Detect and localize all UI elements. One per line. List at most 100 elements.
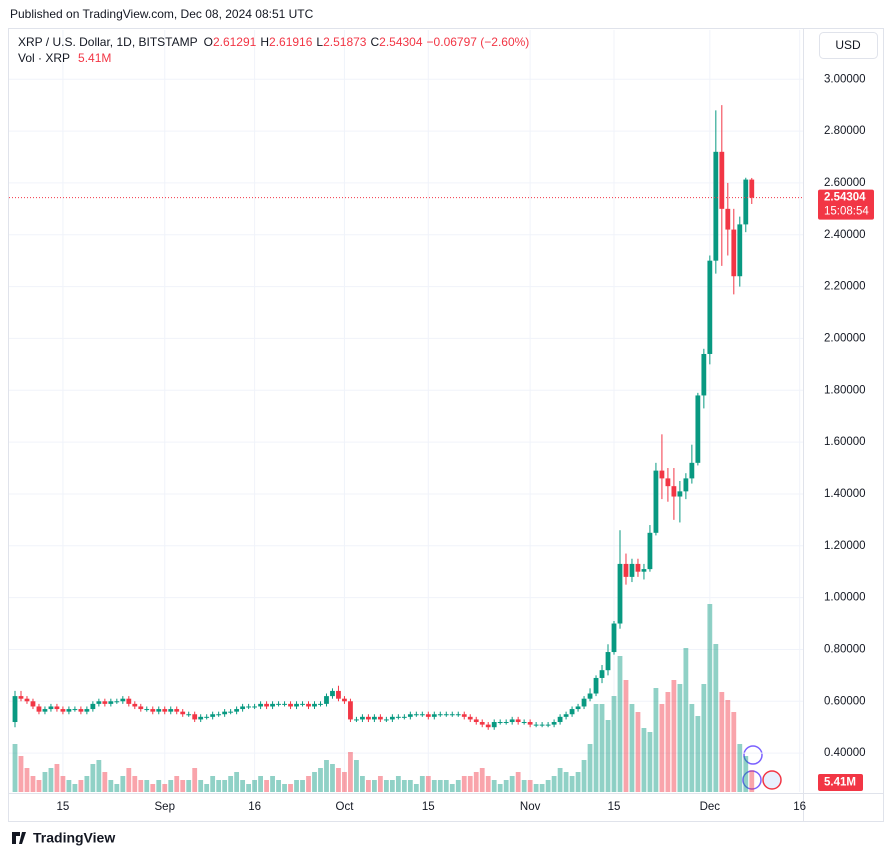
candle-body xyxy=(527,722,533,725)
candle-body xyxy=(150,709,156,712)
volume-bar xyxy=(599,704,605,792)
volume-bar xyxy=(324,760,329,792)
volume-bar xyxy=(527,780,533,792)
candle-body xyxy=(389,716,395,720)
candle-body xyxy=(366,716,371,720)
candle-body xyxy=(593,677,599,694)
candle-body xyxy=(461,714,467,717)
volume-bar xyxy=(114,784,120,792)
x-tick-label: 15 xyxy=(422,801,435,813)
volume-bar xyxy=(54,764,60,792)
volume-bar xyxy=(419,776,425,792)
candle-body xyxy=(623,563,629,577)
volume-bar xyxy=(228,776,234,792)
candle-body xyxy=(617,563,623,624)
y-tick-label: 1.40000 xyxy=(824,488,866,500)
candle-body xyxy=(180,711,186,715)
candle-body xyxy=(102,701,108,704)
candle-body xyxy=(42,709,48,712)
volume-bar xyxy=(611,696,617,792)
volume-bar xyxy=(743,756,749,792)
x-tick-label: 16 xyxy=(248,801,261,813)
published-note: Published on TradingView.com, Dec 08, 20… xyxy=(10,7,314,21)
price-label: 2.54304 xyxy=(824,192,866,204)
candle-body xyxy=(515,719,521,723)
candle-body xyxy=(246,706,252,708)
volume-bar xyxy=(342,772,347,792)
x-tick-label: Nov xyxy=(520,801,541,813)
volume-bar xyxy=(623,680,629,792)
candle-body xyxy=(749,179,755,198)
candle-body xyxy=(204,716,210,718)
volume-bar xyxy=(330,764,335,792)
candle-body xyxy=(641,569,647,572)
candle-body xyxy=(395,716,401,718)
currency-label[interactable]: USD xyxy=(835,38,861,52)
candle-body xyxy=(222,711,228,715)
volume-bar xyxy=(36,780,42,792)
candle-body xyxy=(521,722,527,724)
event-icon[interactable] xyxy=(743,745,763,765)
candle-body xyxy=(306,703,311,707)
y-tick-label: 1.60000 xyxy=(824,436,866,448)
candle-body xyxy=(725,208,731,230)
volume-bar xyxy=(60,776,66,792)
volume-bar xyxy=(132,776,138,792)
volume-axis-label: 5.41M xyxy=(824,777,856,789)
volume-bar xyxy=(144,780,150,792)
candle-body xyxy=(485,724,491,728)
y-tick-label: 2.40000 xyxy=(824,229,866,241)
ohlc-label: O xyxy=(204,35,213,49)
volume-bar xyxy=(312,772,317,792)
volume-bar xyxy=(48,768,54,792)
candle-body xyxy=(695,395,701,463)
candle-body xyxy=(713,151,719,261)
candle-body xyxy=(264,703,269,707)
x-tick-label: Sep xyxy=(155,801,175,813)
candle-body xyxy=(276,703,281,705)
candle-body xyxy=(36,706,42,712)
volume-bar xyxy=(150,784,156,792)
volume-bar xyxy=(515,772,521,792)
y-tick-label: 1.20000 xyxy=(824,540,866,552)
candle-body xyxy=(54,706,60,710)
candle-body xyxy=(114,701,120,703)
volume-bar xyxy=(707,604,713,792)
candle-body xyxy=(330,690,335,697)
plot xyxy=(9,30,803,792)
volume-bar xyxy=(677,684,683,792)
volume-bar xyxy=(557,768,563,792)
volume-bar xyxy=(72,784,78,792)
candle-body xyxy=(497,722,503,724)
volume-bar xyxy=(276,780,281,792)
volume-bar xyxy=(473,772,479,792)
candle-body xyxy=(354,719,359,721)
y-tick-label: 1.80000 xyxy=(824,384,866,396)
volume-bar xyxy=(593,704,599,792)
volume-bar xyxy=(605,720,611,792)
ohlc-value: 2.51873 xyxy=(323,35,367,49)
currency-button[interactable] xyxy=(819,32,878,59)
volume-bar xyxy=(653,688,659,792)
volume-bar xyxy=(246,784,252,792)
candle-body xyxy=(383,719,389,721)
x-tick-label: Oct xyxy=(336,801,355,813)
volume-bar xyxy=(366,780,371,792)
candle-body xyxy=(342,698,347,702)
legend-title: XRP / U.S. Dollar, 1D, BITSTAMP xyxy=(18,35,198,49)
candle-body xyxy=(156,709,162,712)
volume-bar xyxy=(174,776,180,792)
x-tick-label: 15 xyxy=(608,801,621,813)
volume-bar xyxy=(719,692,725,792)
volume-bar xyxy=(455,780,461,792)
candle-body xyxy=(671,486,677,497)
volume-bar xyxy=(42,772,48,792)
volume-bar xyxy=(725,700,731,792)
volume-bar xyxy=(389,780,395,792)
candle-body xyxy=(192,714,198,720)
volume-bar xyxy=(647,732,653,792)
candle-body xyxy=(467,716,473,720)
candle-body xyxy=(324,696,329,704)
event-icon[interactable] xyxy=(762,770,782,790)
event-icon[interactable] xyxy=(742,770,762,790)
